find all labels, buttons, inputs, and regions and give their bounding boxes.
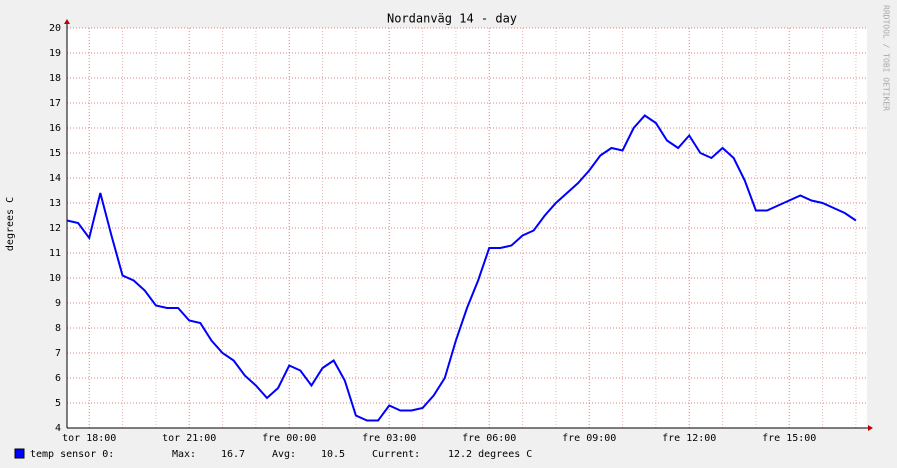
stat-value: 12.2 bbox=[448, 449, 472, 460]
x-tick-label: fre 00:00 bbox=[262, 433, 316, 444]
y-tick-label: 7 bbox=[55, 348, 61, 359]
y-tick-label: 4 bbox=[55, 423, 61, 434]
y-tick-label: 15 bbox=[49, 148, 61, 159]
x-tick-label: fre 12:00 bbox=[662, 433, 716, 444]
axis-arrow bbox=[868, 425, 873, 431]
x-tick-label: fre 09:00 bbox=[562, 433, 616, 444]
data-line bbox=[66, 114, 857, 422]
x-tick-label: tor 21:00 bbox=[162, 433, 216, 444]
y-tick-label: 13 bbox=[49, 198, 61, 209]
y-tick-label: 12 bbox=[49, 223, 61, 234]
stat-label: Max: bbox=[172, 449, 196, 460]
x-tick-label: fre 15:00 bbox=[762, 433, 816, 444]
x-tick-label: fre 06:00 bbox=[462, 433, 516, 444]
y-tick-label: 18 bbox=[49, 73, 61, 84]
x-tick-label: fre 03:00 bbox=[362, 433, 416, 444]
stat-value: 16.7 bbox=[221, 449, 245, 460]
stat-label: Avg: bbox=[272, 449, 296, 460]
y-tick-label: 20 bbox=[49, 23, 61, 34]
y-tick-label: 9 bbox=[55, 298, 61, 309]
legend-label: temp sensor 0: bbox=[30, 449, 114, 460]
y-tick-label: 5 bbox=[55, 398, 61, 409]
y-tick-label: 14 bbox=[49, 173, 61, 184]
watermark: RRDTOOL / TOBI OETIKER bbox=[882, 5, 891, 111]
stat-value: 10.5 bbox=[321, 449, 345, 460]
y-axis-label: degrees C bbox=[5, 197, 16, 251]
x-tick-label: tor 18:00 bbox=[62, 433, 116, 444]
y-tick-label: 11 bbox=[49, 248, 61, 259]
stat-label: Current: bbox=[372, 449, 420, 460]
y-tick-label: 16 bbox=[49, 123, 61, 134]
chart-title: Nordanväg 14 - day bbox=[387, 12, 517, 26]
y-tick-label: 17 bbox=[49, 98, 61, 109]
y-tick-label: 8 bbox=[55, 323, 61, 334]
y-tick-label: 19 bbox=[49, 48, 61, 59]
stat-unit: degrees C bbox=[478, 449, 532, 460]
axis-arrow bbox=[64, 19, 70, 24]
y-tick-label: 10 bbox=[49, 273, 61, 284]
y-tick-label: 6 bbox=[55, 373, 61, 384]
legend-swatch bbox=[14, 448, 25, 459]
